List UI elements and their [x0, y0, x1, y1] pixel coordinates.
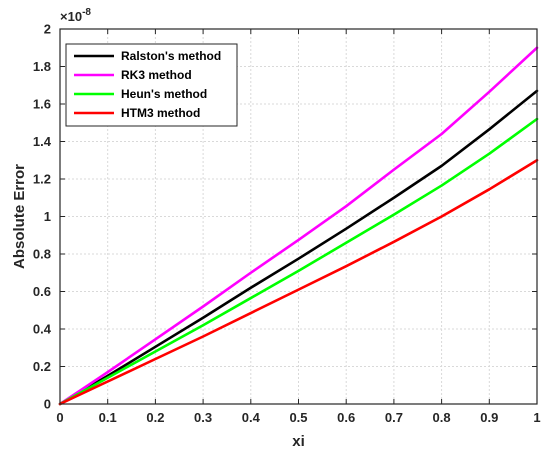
x-tick-label: 0.7	[385, 410, 403, 425]
legend-label-heun-s-method: Heun's method	[121, 87, 207, 101]
y-tick-label: 0.8	[33, 247, 51, 262]
x-tick-label: 0.8	[433, 410, 451, 425]
series-line-rk3-method	[58, 46, 539, 406]
y-tick-label: 0.4	[33, 322, 52, 337]
series-line-ralston-s-method	[58, 89, 539, 406]
y-tick-label: 2	[44, 22, 51, 37]
x-tick-label: 0	[56, 410, 63, 425]
legend-label-ralston-s-method: Ralston's method	[121, 49, 221, 63]
x-tick-label: 0.2	[146, 410, 164, 425]
grid	[60, 29, 537, 404]
x-tick-label: 0.4	[242, 410, 261, 425]
y-tick-label: 1	[44, 209, 51, 224]
legend-label-htm3-method: HTM3 method	[121, 106, 200, 120]
legend: Ralston's method RK3 method Heun's method H…	[65, 43, 238, 127]
x-tick-label: 0.1	[99, 410, 117, 425]
legend-label-rk3-method: RK3 method	[121, 68, 192, 82]
y-tick-label: 1.8	[33, 59, 51, 74]
x-axis-ticks: 0 0.1 0.2 0.3 0.4 0.5 0.6 0.7 0.8 0.9 1	[56, 29, 541, 425]
y-tick-label: 0.6	[33, 284, 51, 299]
y-tick-label: 1.6	[33, 97, 51, 112]
y-tick-label: 0	[44, 397, 51, 412]
series-line-heun-s-method	[58, 117, 539, 406]
series-line-htm3-method	[58, 158, 539, 406]
y-exponent-power: -8	[82, 7, 91, 18]
y-tick-label: 0.2	[33, 359, 51, 374]
x-tick-label: 0.6	[337, 410, 355, 425]
x-tick-label: 0.5	[289, 410, 307, 425]
y-axis-ticks: 0 0.2 0.4 0.6 0.8 1 1.2 1.4 1.6 1.8 2	[33, 22, 537, 412]
x-tick-label: 0.9	[480, 410, 498, 425]
x-tick-label: 1	[533, 410, 540, 425]
y-tick-label: 1.2	[33, 172, 51, 187]
y-tick-label: 1.4	[33, 134, 52, 149]
y-axis-exponent: ×10-8	[60, 7, 91, 24]
y-exponent-base: ×10	[60, 9, 82, 24]
plot-area	[59, 28, 538, 405]
x-axis-label: xi	[292, 433, 305, 450]
x-tick-label: 0.3	[194, 410, 212, 425]
y-axis-label: Absolute Error	[11, 164, 28, 269]
series-group	[58, 46, 539, 406]
